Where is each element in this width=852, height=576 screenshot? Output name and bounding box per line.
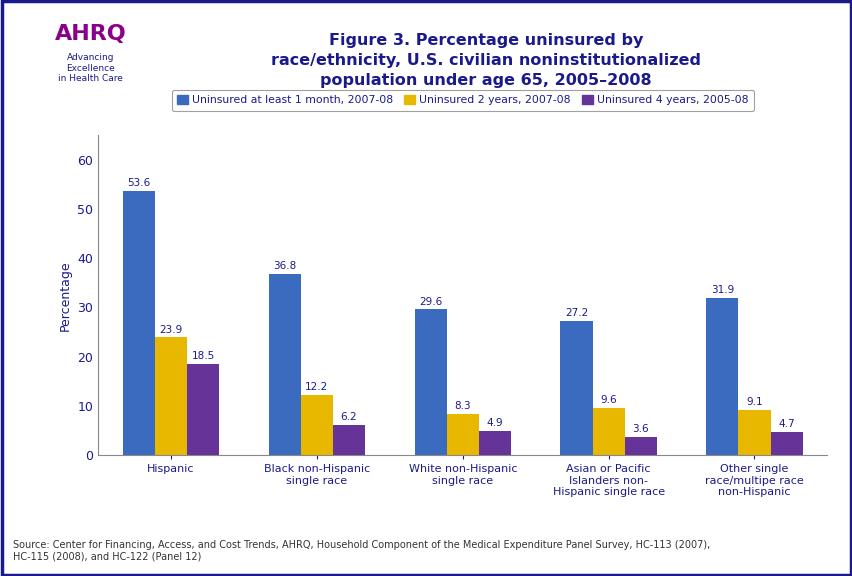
Bar (478, 431, 510, 455)
Bar (446, 414, 478, 455)
Text: 3.6: 3.6 (631, 425, 648, 434)
Bar (414, 309, 446, 455)
Text: 23.9: 23.9 (159, 324, 182, 335)
Text: Figure 3. Percentage uninsured by
race/ethnicity, U.S. civilian noninstitutional: Figure 3. Percentage uninsured by race/e… (271, 33, 700, 88)
Bar (187, 364, 219, 455)
Text: 6.2: 6.2 (340, 412, 357, 422)
Text: 4.9: 4.9 (486, 418, 503, 428)
Text: Advancing
Excellence
in Health Care: Advancing Excellence in Health Care (58, 54, 123, 83)
Legend: Uninsured at least 1 month, 2007-08, Uninsured 2 years, 2007-08, Uninsured 4 yea: Uninsured at least 1 month, 2007-08, Uni… (171, 90, 753, 111)
Text: 8.3: 8.3 (454, 401, 470, 411)
Text: 29.6: 29.6 (418, 297, 442, 306)
Text: 12.2: 12.2 (305, 382, 328, 392)
Bar (332, 425, 365, 455)
Text: 9.1: 9.1 (746, 397, 762, 407)
Bar (560, 321, 592, 455)
Bar (123, 191, 155, 455)
Text: Source: Center for Financing, Access, and Cost Trends, AHRQ, Household Component: Source: Center for Financing, Access, an… (13, 540, 709, 562)
Text: 4.7: 4.7 (777, 419, 794, 429)
Text: AHRQ: AHRQ (55, 24, 126, 44)
Bar (155, 338, 187, 455)
Bar (301, 395, 332, 455)
Text: 36.8: 36.8 (273, 261, 296, 271)
Text: 53.6: 53.6 (127, 179, 151, 188)
Text: 31.9: 31.9 (710, 285, 734, 295)
Bar (705, 298, 738, 455)
Bar (268, 274, 301, 455)
Text: 27.2: 27.2 (564, 308, 588, 319)
Bar (769, 432, 802, 455)
Text: 9.6: 9.6 (600, 395, 616, 405)
Bar (738, 410, 769, 455)
Bar (592, 408, 624, 455)
Text: 18.5: 18.5 (191, 351, 215, 361)
Y-axis label: Percentage: Percentage (59, 260, 72, 331)
Bar (624, 437, 656, 455)
